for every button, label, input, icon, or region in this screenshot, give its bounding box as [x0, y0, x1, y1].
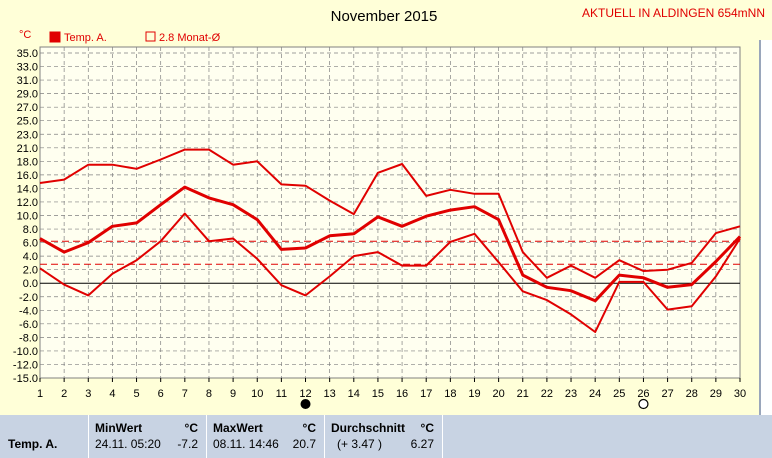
- y-tick-label: 0.0: [23, 278, 38, 290]
- x-tick-label: 6: [158, 388, 164, 400]
- x-tick-label: 10: [251, 388, 263, 400]
- x-tick-label: 5: [133, 388, 139, 400]
- min-header: MinWert: [95, 421, 143, 435]
- avg-delta: (+ 3.47 ): [337, 437, 383, 451]
- stats-min-cell: MinWert °C 24.11. 05:20 -7.2: [88, 415, 206, 458]
- y-tick-label: 14.0: [17, 183, 38, 195]
- stats-row-label: Temp. A.: [8, 437, 58, 451]
- avg-unit: °C: [420, 421, 434, 435]
- y-tick-label: -8.0: [19, 332, 38, 344]
- series-line-mean: [39, 185, 742, 303]
- x-tick-label: 19: [468, 388, 480, 400]
- x-axis-ticks: 1 2 3 4 5 6 7 8 9 10 11 12 13 14 15 16 17 18 19 20 21 22 23 24 2…: [37, 378, 746, 400]
- stats-max-cell: MaxWert °C 08.11. 14:46 20.7: [206, 415, 324, 458]
- y-tick-label: 23.0: [17, 129, 38, 141]
- y-tick-label: -2.0: [19, 292, 38, 304]
- x-tick-label: 22: [541, 388, 553, 400]
- grid: [40, 47, 740, 379]
- stats-panel: Temp. A. MinWert °C 24.11. 05:20 -7.2 Ma…: [0, 415, 772, 458]
- x-tick-label: 7: [182, 388, 188, 400]
- y-tick-label: 10.0: [17, 211, 38, 223]
- x-tick-label: 12: [299, 388, 311, 400]
- stats-label-cell: Temp. A.: [0, 415, 88, 458]
- y-tick-label: 16.0: [17, 170, 38, 182]
- x-tick-label: 18: [444, 388, 456, 400]
- new-moon-icon: [300, 399, 311, 409]
- y-tick-label: -6.0: [19, 319, 38, 331]
- legend-avg-swatch: [145, 31, 156, 42]
- max-value: 20.7: [292, 437, 316, 451]
- stats-empty-cell: [442, 415, 772, 458]
- y-tick-label: 21.0: [17, 143, 38, 155]
- x-tick-label: 26: [637, 388, 649, 400]
- x-tick-label: 13: [324, 388, 336, 400]
- x-tick-label: 29: [710, 388, 722, 400]
- max-header: MaxWert: [213, 421, 263, 435]
- y-tick-label: 33.0: [17, 62, 38, 74]
- location-label: AKTUELL IN ALDINGEN 654mNN: [582, 6, 765, 20]
- y-tick-label: 35.0: [17, 48, 38, 60]
- x-tick-label: 14: [348, 388, 360, 400]
- avg-value: 6.27: [410, 437, 434, 451]
- x-tick-label: 1: [37, 388, 43, 400]
- y-axis-ticks: -15.0 -12.0-10.0 -8.0-6.0 -4.0-2.0 0.02.0 4.0…: [13, 48, 38, 385]
- unit-label: °C: [19, 29, 31, 41]
- x-tick-label: 24: [589, 388, 601, 400]
- reference-lines: [40, 240, 740, 265]
- y-tick-label: 29.0: [17, 89, 38, 101]
- y-tick-label: 31.0: [17, 75, 38, 87]
- legend-series-label: Temp. A.: [64, 32, 107, 44]
- min-unit: °C: [184, 421, 198, 435]
- stats-avg-cell: Durchschnitt °C (+ 3.47 ) 6.27: [324, 415, 442, 458]
- max-unit: °C: [302, 421, 316, 435]
- y-tick-label: 27.0: [17, 102, 38, 114]
- x-tick-label: 16: [396, 388, 408, 400]
- x-tick-label: 20: [492, 388, 504, 400]
- x-tick-label: 25: [613, 388, 625, 400]
- y-tick-label: 6.0: [23, 238, 38, 250]
- x-tick-label: 23: [565, 388, 577, 400]
- x-tick-label: 21: [517, 388, 529, 400]
- full-moon-icon: [638, 398, 649, 410]
- y-tick-label: -10.0: [13, 346, 38, 358]
- y-tick-label: 4.0: [23, 251, 38, 263]
- y-tick-label: -4.0: [19, 305, 38, 317]
- y-tick-label: 12.0: [17, 197, 38, 209]
- y-tick-label: 8.0: [23, 224, 38, 236]
- x-tick-label: 30: [734, 388, 746, 400]
- series-lines: [39, 148, 742, 333]
- min-value: -7.2: [177, 437, 198, 451]
- legend-series-swatch: [49, 31, 61, 43]
- temperature-chart: November 2015 AKTUELL IN ALDINGEN 654mNN…: [13, 6, 772, 415]
- x-tick-label: 17: [420, 388, 432, 400]
- y-tick-label: 18.0: [17, 156, 38, 168]
- y-tick-label: -15.0: [13, 373, 38, 385]
- x-tick-label: 9: [230, 388, 236, 400]
- y-tick-label: -12.0: [13, 359, 38, 371]
- edge-panel: [761, 40, 772, 415]
- x-tick-label: 11: [276, 388, 287, 400]
- min-datetime: 24.11. 05:20: [95, 437, 161, 451]
- x-tick-label: 3: [85, 388, 91, 400]
- plot-area: [39, 46, 741, 379]
- max-datetime: 08.11. 14:46: [213, 437, 279, 451]
- series-line-min: [39, 212, 741, 333]
- x-tick-label: 2: [61, 388, 67, 400]
- chart-title: November 2015: [331, 8, 438, 25]
- x-tick-label: 28: [686, 388, 698, 400]
- x-tick-label: 8: [206, 388, 212, 400]
- x-tick-label: 27: [661, 388, 673, 400]
- y-tick-label: 2.0: [23, 265, 38, 277]
- legend-avg-label: 2.8 Monat-Ø: [159, 32, 221, 44]
- x-tick-label: 15: [372, 388, 384, 400]
- moon-markers: [300, 398, 649, 410]
- x-tick-label: 4: [109, 388, 115, 400]
- series-line-max: [39, 148, 741, 279]
- avg-header: Durchschnitt: [331, 421, 406, 435]
- y-tick-label: 25.0: [17, 116, 38, 128]
